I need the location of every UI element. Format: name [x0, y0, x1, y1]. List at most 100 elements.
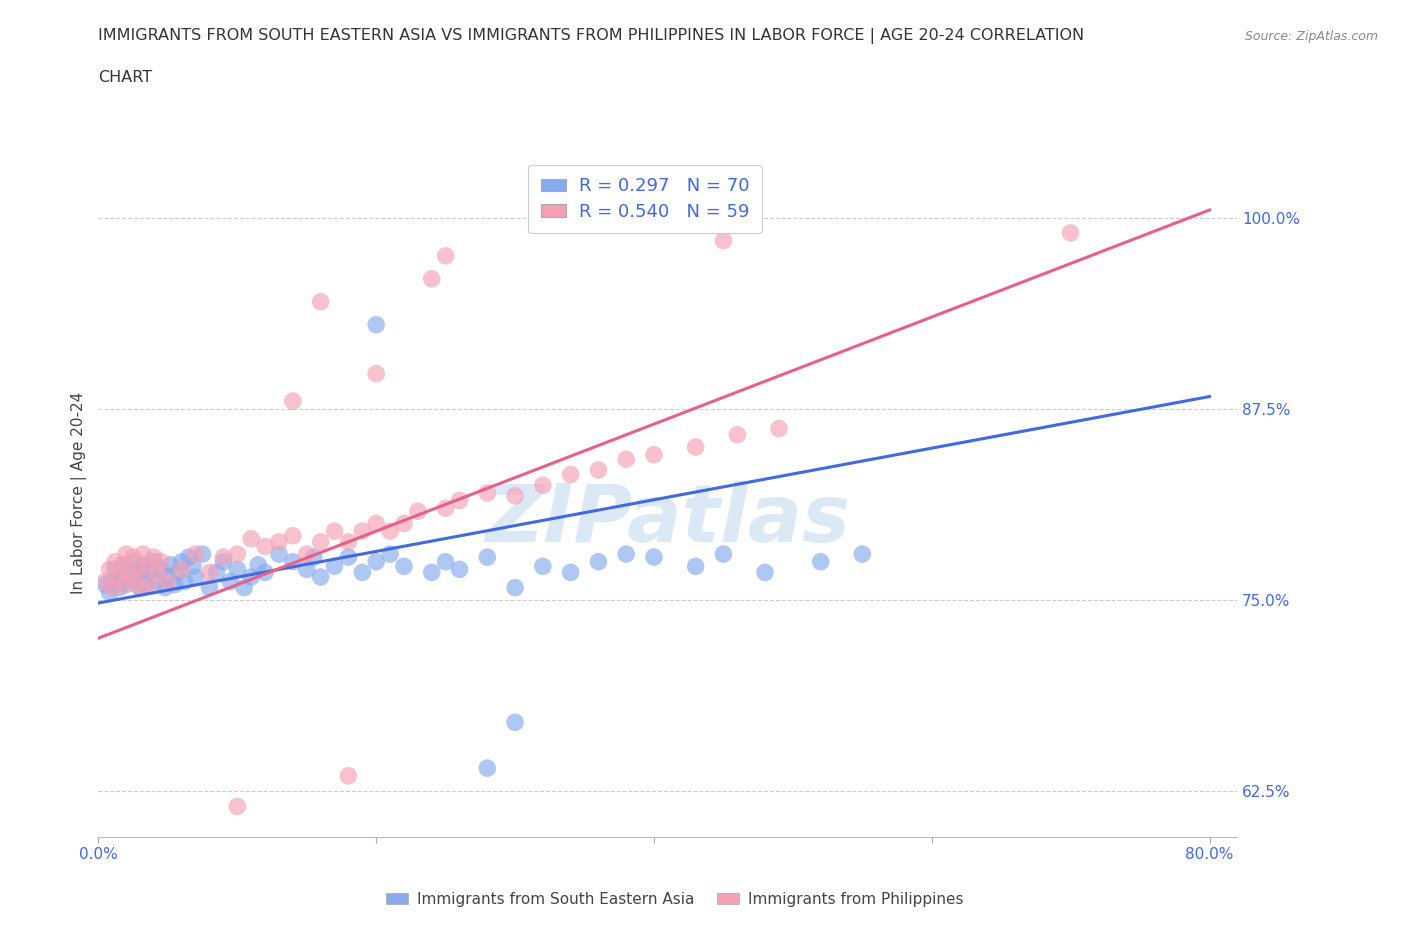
Point [614, 452, 637, 467]
Point [588, 462, 610, 477]
Point [295, 547, 318, 562]
Point [725, 428, 748, 443]
Point [449, 493, 471, 508]
Point [226, 562, 249, 577]
Point [153, 580, 176, 595]
Point [156, 574, 179, 589]
Point [420, 272, 443, 286]
Point [212, 550, 235, 565]
Point [122, 550, 145, 565]
Point [134, 557, 156, 572]
Point [643, 447, 665, 462]
Point [713, 233, 735, 248]
Point [127, 562, 149, 577]
Point [810, 554, 832, 569]
Point [170, 562, 193, 577]
Point [352, 524, 374, 538]
Point [94, 574, 117, 589]
Point [323, 559, 346, 574]
Point [643, 550, 665, 565]
Point [191, 547, 214, 562]
Point [240, 569, 263, 584]
Point [420, 565, 443, 580]
Legend: R = 0.297   N = 70, R = 0.540   N = 59: R = 0.297 N = 70, R = 0.540 N = 59 [529, 165, 762, 233]
Point [477, 485, 499, 500]
Point [588, 554, 610, 569]
Point [352, 565, 374, 580]
Point [219, 574, 242, 589]
Point [851, 547, 873, 562]
Point [378, 547, 401, 562]
Point [254, 539, 277, 554]
Point [163, 578, 186, 592]
Point [366, 516, 388, 531]
Y-axis label: In Labor Force | Age 20-24: In Labor Force | Age 20-24 [72, 392, 87, 594]
Point [503, 488, 526, 503]
Point [302, 550, 325, 565]
Point [309, 569, 332, 584]
Point [477, 761, 499, 776]
Point [366, 317, 388, 332]
Point [108, 580, 131, 595]
Point [267, 535, 290, 550]
Point [136, 578, 159, 592]
Point [449, 562, 471, 577]
Point [366, 366, 388, 381]
Point [254, 565, 277, 580]
Point [337, 535, 360, 550]
Point [406, 504, 429, 519]
Point [378, 524, 401, 538]
Point [281, 393, 304, 408]
Point [159, 557, 181, 572]
Point [560, 467, 582, 482]
Point [143, 550, 166, 565]
Point [104, 554, 127, 569]
Point [118, 565, 141, 580]
Point [198, 580, 221, 595]
Point [247, 557, 270, 572]
Point [503, 580, 526, 595]
Point [94, 578, 117, 592]
Point [366, 554, 388, 569]
Point [267, 547, 290, 562]
Point [101, 574, 124, 589]
Point [226, 799, 249, 814]
Point [392, 516, 415, 531]
Point [754, 565, 776, 580]
Point [129, 580, 152, 595]
Point [145, 565, 167, 580]
Point [434, 554, 457, 569]
Point [713, 547, 735, 562]
Point [323, 524, 346, 538]
Point [477, 550, 499, 565]
Point [309, 294, 332, 309]
Point [112, 557, 135, 572]
Point [143, 554, 166, 569]
Point [198, 565, 221, 580]
Point [129, 580, 152, 595]
Point [392, 559, 415, 574]
Point [309, 535, 332, 550]
Point [166, 565, 188, 580]
Point [685, 559, 707, 574]
Point [531, 478, 554, 493]
Point [281, 554, 304, 569]
Point [295, 562, 318, 577]
Point [108, 569, 131, 584]
Point [122, 554, 145, 569]
Point [181, 559, 204, 574]
Point [115, 547, 138, 562]
Point [111, 569, 134, 584]
Point [145, 574, 167, 589]
Point [101, 580, 124, 595]
Point [104, 562, 127, 577]
Point [115, 578, 138, 592]
Point [1059, 225, 1081, 240]
Text: IMMIGRANTS FROM SOUTH EASTERN ASIA VS IMMIGRANTS FROM PHILIPPINES IN LABOR FORCE: IMMIGRANTS FROM SOUTH EASTERN ASIA VS IM… [98, 28, 1084, 44]
Point [98, 562, 121, 577]
Point [118, 565, 141, 580]
Point [98, 585, 121, 600]
Point [560, 565, 582, 580]
Point [125, 574, 148, 589]
Point [132, 569, 155, 584]
